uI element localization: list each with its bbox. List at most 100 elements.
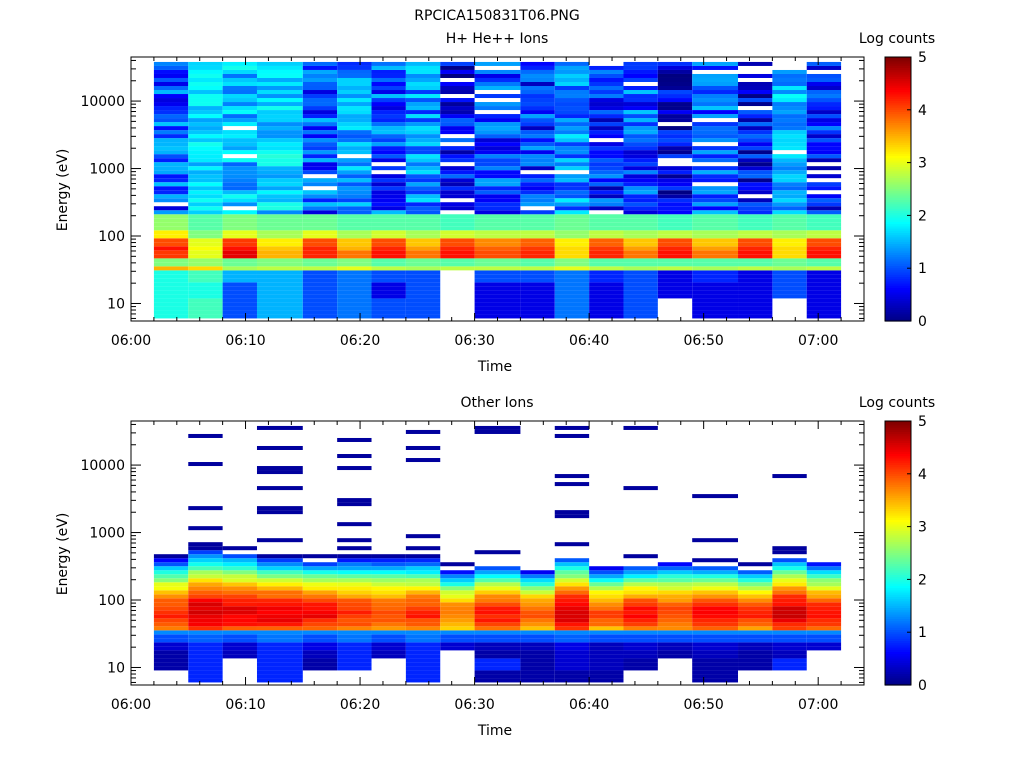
heatmap-cell [657,250,693,255]
heatmap-cell [806,206,842,211]
heatmap-cell [153,266,189,271]
heatmap-cell [256,590,303,595]
heatmap-cell [371,630,406,635]
heatmap-cell [474,622,521,627]
heatmap-cell [405,166,441,171]
heatmap-cell [188,546,223,551]
heatmap-cell [188,186,223,191]
heatmap-cell [405,254,441,259]
heatmap-cell [188,602,223,607]
heatmap-cell [256,282,303,287]
heatmap-cell [371,94,406,99]
heatmap-cell [657,170,693,175]
heatmap-cell [222,170,257,175]
heatmap-cell [256,69,303,74]
heatmap-cell [440,222,475,227]
heatmap-cell [302,73,338,78]
heatmap-cell [474,290,521,295]
heatmap-cell [474,654,521,659]
heatmap-cell [657,138,693,143]
colorbar-segment [885,235,911,238]
heatmap-cell [153,634,189,639]
heatmap-cell [302,290,338,295]
heatmap-cell [188,306,223,311]
heatmap-cell [337,178,372,183]
heatmap-cell [222,90,257,95]
heatmap-cell [554,558,590,563]
heatmap-cell [153,186,189,191]
heatmap-cell [623,222,658,227]
heatmap-cell [554,234,590,239]
heatmap-cell [256,314,303,319]
heatmap-cell [256,102,303,107]
heatmap-cell [440,214,475,219]
heatmap-cell [153,310,189,315]
heatmap-cell [337,262,372,267]
heatmap-cell [554,202,590,207]
colorbar-segment [885,559,911,563]
heatmap-cell [256,654,303,659]
heatmap-cell [554,270,590,275]
heatmap-cell [302,626,338,631]
heatmap-cell [554,102,590,107]
heatmap-cell [474,242,521,247]
heatmap-cell [256,130,303,135]
heatmap-cell [256,674,303,679]
heatmap-cell [738,258,773,263]
heatmap-cell [554,150,590,155]
heatmap-cell [589,166,624,171]
heatmap-cell [337,578,372,583]
heatmap-cell [657,654,693,659]
heatmap-cell [440,154,475,159]
heatmap-cell [589,298,624,303]
heatmap-cell [589,278,624,283]
heatmap-cell [692,262,739,267]
heatmap-cell [371,574,406,579]
colorbar-segment [885,279,911,282]
colorbar-segment [885,570,911,574]
heatmap-cell [554,650,590,655]
heatmap-cell [554,222,590,227]
heatmap-cell [153,138,189,143]
heatmap-cell [520,214,555,219]
heatmap-cell [256,106,303,111]
heatmap-cell [440,166,475,171]
heatmap-cell [302,77,338,82]
heatmap-cell [772,146,807,151]
heatmap-cell [474,670,521,675]
heatmap-cell [188,106,223,111]
heatmap-cell [738,642,773,647]
heatmap-cell [657,266,693,271]
heatmap-cell [589,202,624,207]
colorbar-segment [885,173,911,177]
heatmap-cell [623,582,658,587]
heatmap-cell [256,98,303,103]
colorbar-segment [885,641,911,644]
heatmap-cell [520,138,555,143]
heatmap-cell [772,618,807,623]
colorbar-segment [885,211,911,214]
heatmap-cell [440,206,475,211]
heatmap-cell [589,566,624,571]
heatmap-cell [692,274,739,279]
heatmap-cell [520,158,555,163]
heatmap-cell [520,226,555,231]
heatmap-cell [623,194,658,199]
heatmap-cell [405,586,441,591]
heatmap-cell [371,118,406,123]
heatmap-cell [188,610,223,615]
heatmap-cell [256,538,303,543]
heatmap-cell [589,598,624,603]
heatmap-cell [623,262,658,267]
heatmap-cell [657,190,693,195]
heatmap-cell [256,290,303,295]
colorbar-segment [885,436,911,440]
heatmap-cell [337,606,372,611]
heatmap-cell [222,558,257,563]
heatmap-cell [623,218,658,223]
heatmap-cell [806,142,842,147]
colorbar-segment [885,590,911,594]
heatmap-cell [188,90,223,95]
heatmap-cell [657,242,693,247]
colorbar-segment [885,636,911,640]
